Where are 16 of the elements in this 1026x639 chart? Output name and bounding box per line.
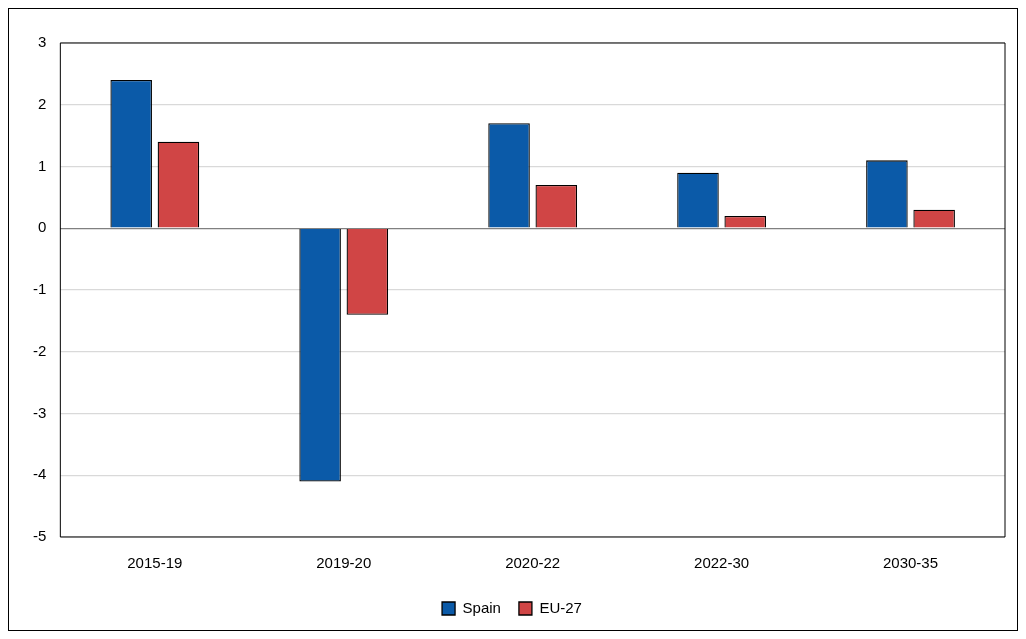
- x-tick-label: 2030-35: [883, 554, 939, 572]
- y-tick-label: 1: [37, 156, 47, 174]
- x-tick-label: 2020-22: [505, 554, 561, 572]
- y-tick-label: -1: [32, 280, 47, 298]
- y-tick-label: 3: [37, 33, 47, 51]
- y-tick-label: 0: [37, 218, 47, 236]
- legend-label: EU-27: [539, 598, 582, 616]
- x-tick-label: 2019-20: [316, 554, 372, 572]
- y-tick-label: -2: [32, 341, 47, 359]
- x-tick-label: 2022-30: [694, 554, 750, 572]
- y-tick-label: 2: [37, 94, 47, 112]
- y-tick-label: -3: [32, 403, 47, 421]
- x-tick-label: 2015-19: [127, 554, 183, 572]
- legend-label: Spain: [462, 598, 501, 616]
- y-tick-label: -4: [32, 465, 47, 483]
- y-tick-label: -5: [32, 527, 47, 545]
